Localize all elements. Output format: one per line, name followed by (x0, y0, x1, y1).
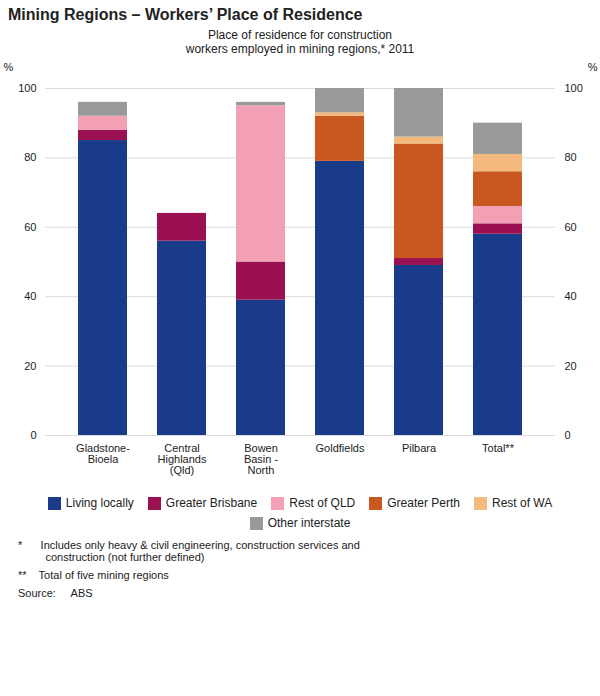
html-text:Other interstate: Other interstate (267, 516, 351, 530)
svg-text:60: 60 (24, 221, 36, 233)
svg-text:Gladstone-Bioela: Gladstone-Bioela (76, 442, 130, 465)
svg-text:20: 20 (24, 360, 36, 372)
html-text:Rest of QLD: Rest of QLD (289, 496, 356, 510)
svg-text:Total**: Total** (482, 442, 515, 454)
svg-text:40: 40 (24, 290, 36, 302)
html-text:Living locally: Living locally (65, 496, 134, 510)
svg-text:%: % (588, 61, 598, 73)
svg-text:80: 80 (565, 151, 577, 163)
html-text:Mining Regions – Workers’ Plac: Mining Regions – Workers’ Place of Resid… (8, 6, 363, 23)
html-text:Rest of WA: Rest of WA (492, 496, 553, 510)
svg-text:Pilbara: Pilbara (402, 442, 437, 454)
svg-text:Goldfields: Goldfields (316, 442, 365, 454)
svg-text:100: 100 (565, 82, 583, 94)
svg-text:BowenBasin -North: BowenBasin -North (244, 442, 279, 476)
svg-text:%: % (4, 61, 14, 73)
svg-text:100: 100 (18, 82, 36, 94)
svg-text:20: 20 (565, 360, 577, 372)
svg-text:0: 0 (565, 429, 571, 441)
html-text:Place of residence for constru: Place of residence for construction work… (185, 28, 415, 56)
svg-text:80: 80 (24, 151, 36, 163)
svg-text:60: 60 (565, 221, 577, 233)
svg-text:CentralHighlands(Qld): CentralHighlands(Qld) (158, 442, 207, 476)
html-text:* Includes only heavy & civil: * Includes only heavy & civil engineerin… (18, 539, 360, 563)
svg-text:0: 0 (30, 429, 36, 441)
html-text:Greater Brisbane: Greater Brisbane (165, 496, 258, 510)
svg-text:40: 40 (565, 290, 577, 302)
html-text:Greater Perth: Greater Perth (387, 496, 460, 510)
html-text:Source: ABS: Source: ABS (18, 587, 93, 599)
html-text:** Total of five mining region: ** Total of five mining regions (18, 569, 169, 581)
